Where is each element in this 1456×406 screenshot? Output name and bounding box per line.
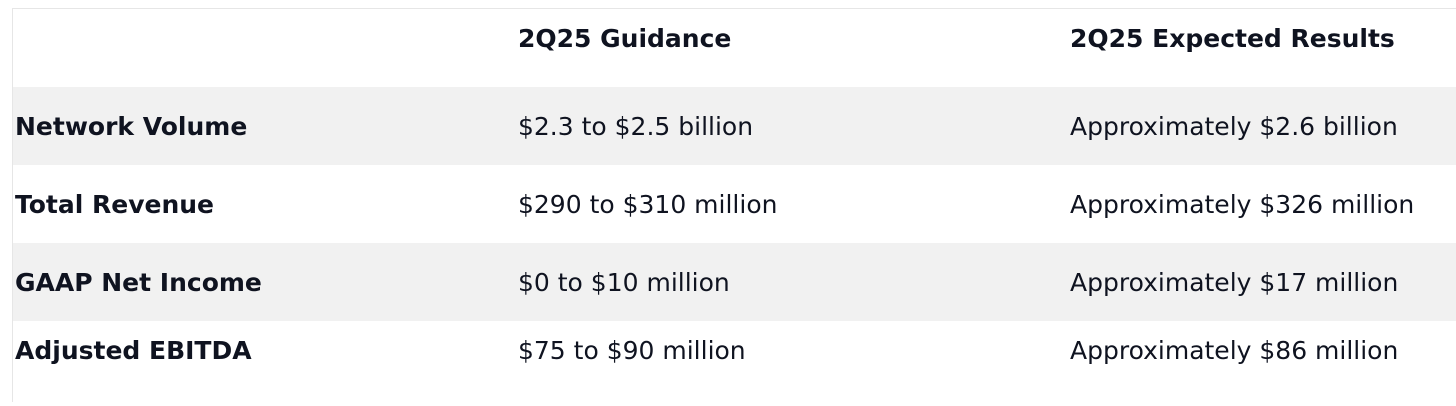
table-row: Adjusted EBITDA $75 to $90 million Appro… [13, 321, 1456, 403]
row-expected-value: Approximately $17 million [1070, 267, 1399, 297]
header-expected-results: 2Q25 Expected Results [1070, 23, 1395, 53]
header-row: 2Q25 Guidance 2Q25 Expected Results [13, 9, 1456, 87]
table-row: GAAP Net Income $0 to $10 million Approx… [13, 243, 1456, 321]
table-body: Network Volume $2.3 to $2.5 billion Appr… [13, 87, 1456, 403]
row-expected-value: Approximately $86 million [1070, 335, 1399, 365]
header-guidance: 2Q25 Guidance [518, 23, 732, 53]
row-guidance-value: $0 to $10 million [518, 267, 730, 297]
row-metric-label: Adjusted EBITDA [15, 335, 252, 365]
table-row: Network Volume $2.3 to $2.5 billion Appr… [13, 87, 1456, 165]
guidance-table: 2Q25 Guidance 2Q25 Expected Results Netw… [13, 9, 1456, 403]
table-row: Total Revenue $290 to $310 million Appro… [13, 165, 1456, 243]
row-expected-value: Approximately $326 million [1070, 189, 1415, 219]
row-guidance-value: $75 to $90 million [518, 335, 746, 365]
table-header: 2Q25 Guidance 2Q25 Expected Results [13, 9, 1456, 87]
row-metric-label: GAAP Net Income [15, 267, 262, 297]
row-guidance-value: $2.3 to $2.5 billion [518, 111, 754, 141]
row-guidance-value: $290 to $310 million [518, 189, 778, 219]
guidance-table-container: 2Q25 Guidance 2Q25 Expected Results Netw… [12, 8, 1456, 403]
row-metric-label: Network Volume [15, 111, 248, 141]
row-metric-label: Total Revenue [15, 189, 215, 219]
row-expected-value: Approximately $2.6 billion [1070, 111, 1398, 141]
header-metric [13, 9, 516, 87]
